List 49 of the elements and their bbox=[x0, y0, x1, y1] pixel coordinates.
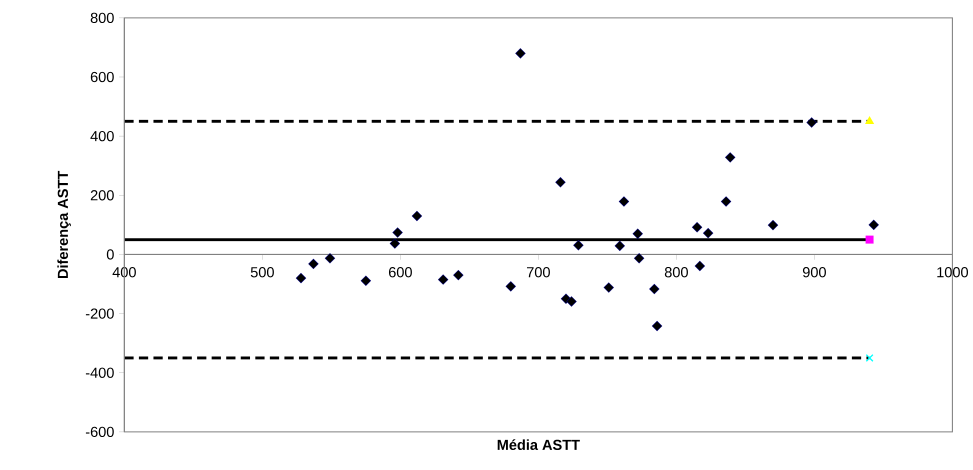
point bbox=[614, 240, 625, 252]
x-axis-title: Média ASTT bbox=[498, 439, 580, 450]
point bbox=[866, 354, 874, 362]
point bbox=[453, 270, 464, 280]
point bbox=[506, 281, 516, 292]
y-tick-label: 200 bbox=[90, 190, 114, 201]
point bbox=[806, 118, 817, 128]
point bbox=[392, 228, 403, 238]
y-tick-label: 800 bbox=[90, 12, 114, 24]
point bbox=[725, 152, 736, 163]
x-tick-label: 700 bbox=[526, 267, 550, 278]
y-axis-title: Diferença ASTT bbox=[57, 171, 71, 278]
point bbox=[649, 284, 660, 294]
y-tick-label: 0 bbox=[106, 250, 114, 260]
point bbox=[720, 196, 732, 207]
point bbox=[324, 253, 336, 264]
y-tick-label: -200 bbox=[86, 308, 114, 319]
point bbox=[604, 282, 614, 293]
point bbox=[412, 211, 422, 222]
x-tick-label: 900 bbox=[802, 267, 826, 278]
x-tick-label: 400 bbox=[112, 267, 136, 278]
point bbox=[296, 273, 306, 284]
point bbox=[634, 253, 644, 264]
x-tick-label: 500 bbox=[250, 267, 274, 278]
point bbox=[866, 236, 874, 244]
y-tick-label: 400 bbox=[90, 131, 114, 142]
point bbox=[694, 261, 705, 272]
y-tick-label: -400 bbox=[86, 368, 114, 378]
point bbox=[632, 228, 643, 240]
point bbox=[768, 220, 778, 230]
x-tick-label: 1000 bbox=[937, 267, 968, 278]
point bbox=[515, 48, 526, 59]
point bbox=[868, 220, 879, 230]
x-tick-label: 600 bbox=[388, 267, 412, 278]
point bbox=[438, 274, 448, 285]
point bbox=[566, 296, 577, 307]
point bbox=[390, 238, 400, 249]
y-tick-label: -600 bbox=[86, 426, 114, 438]
point bbox=[555, 177, 566, 188]
point bbox=[865, 116, 874, 124]
point bbox=[360, 276, 371, 286]
y-tick-label: 600 bbox=[90, 72, 114, 82]
point bbox=[652, 321, 662, 332]
point bbox=[618, 196, 630, 207]
x-tick-label: 800 bbox=[664, 267, 688, 278]
point bbox=[573, 240, 584, 251]
point bbox=[692, 222, 702, 233]
point bbox=[703, 228, 714, 238]
point bbox=[308, 258, 319, 270]
